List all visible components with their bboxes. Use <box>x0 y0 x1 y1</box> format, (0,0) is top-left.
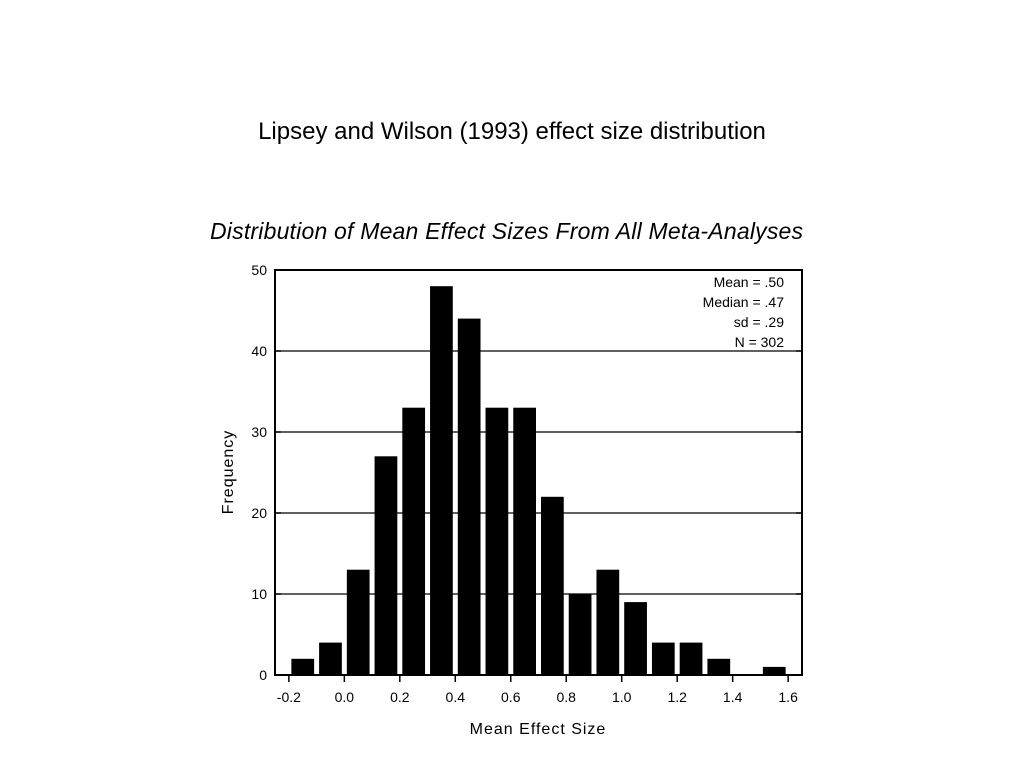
x-tick-label: 0.8 <box>557 689 577 705</box>
x-tick-label: -0.2 <box>277 689 301 705</box>
stat-line: Mean = .50 <box>714 274 785 290</box>
bars <box>291 286 786 675</box>
x-tick-label: 1.0 <box>612 689 632 705</box>
histogram-bar <box>291 658 315 675</box>
x-tick-label: 1.6 <box>778 689 798 705</box>
histogram-bar <box>651 642 675 675</box>
histogram-bar <box>457 318 481 675</box>
stat-line: Median = .47 <box>703 294 785 310</box>
histogram-bar <box>679 642 703 675</box>
histogram-bar <box>485 407 509 675</box>
chart-title: Distribution of Mean Effect Sizes From A… <box>210 218 804 244</box>
x-tick-label: 0.4 <box>446 689 466 705</box>
y-tick-label: 10 <box>251 586 267 602</box>
x-tick-label: 1.4 <box>723 689 743 705</box>
histogram-bar <box>513 407 536 675</box>
x-axis-title: Mean Effect Size <box>470 721 607 738</box>
y-tick-label: 40 <box>251 343 267 359</box>
stat-line: sd = .29 <box>734 314 784 330</box>
grid-lines <box>275 350 802 595</box>
histogram-bar <box>402 407 426 675</box>
histogram-bar <box>346 569 370 675</box>
histogram-bar <box>319 642 342 675</box>
histogram-bar <box>624 602 647 675</box>
x-tick-label: 0.6 <box>501 689 521 705</box>
y-axis-ticks: 0 10 20 30 40 50 <box>251 262 802 683</box>
histogram-bar <box>430 286 453 675</box>
y-tick-label: 20 <box>251 505 267 521</box>
histogram-bar <box>374 456 398 675</box>
histogram-bar <box>596 569 620 675</box>
histogram-bar <box>707 658 731 675</box>
stats-annotation: Mean = .50 Median = .47 sd = .29 N = 302 <box>703 274 785 350</box>
y-tick-label: 30 <box>251 424 267 440</box>
y-tick-label: 0 <box>259 667 267 683</box>
y-tick-label: 50 <box>251 262 267 278</box>
histogram-bar <box>541 496 564 675</box>
slide-title: Lipsey and Wilson (1993) effect size dis… <box>258 118 766 145</box>
x-tick-label: 1.2 <box>667 689 687 705</box>
x-tick-label: 0.0 <box>335 689 355 705</box>
stat-line: N = 302 <box>735 334 785 350</box>
plot-frame <box>274 269 803 676</box>
y-axis-title: Frequency <box>220 430 237 515</box>
histogram-bar <box>568 594 592 675</box>
x-axis-ticks: -0.2 0.0 0.2 0.4 0.6 0.8 1.0 1.2 1.4 1.6 <box>277 675 798 705</box>
x-tick-label: 0.2 <box>390 689 410 705</box>
histogram-bar <box>762 666 786 675</box>
